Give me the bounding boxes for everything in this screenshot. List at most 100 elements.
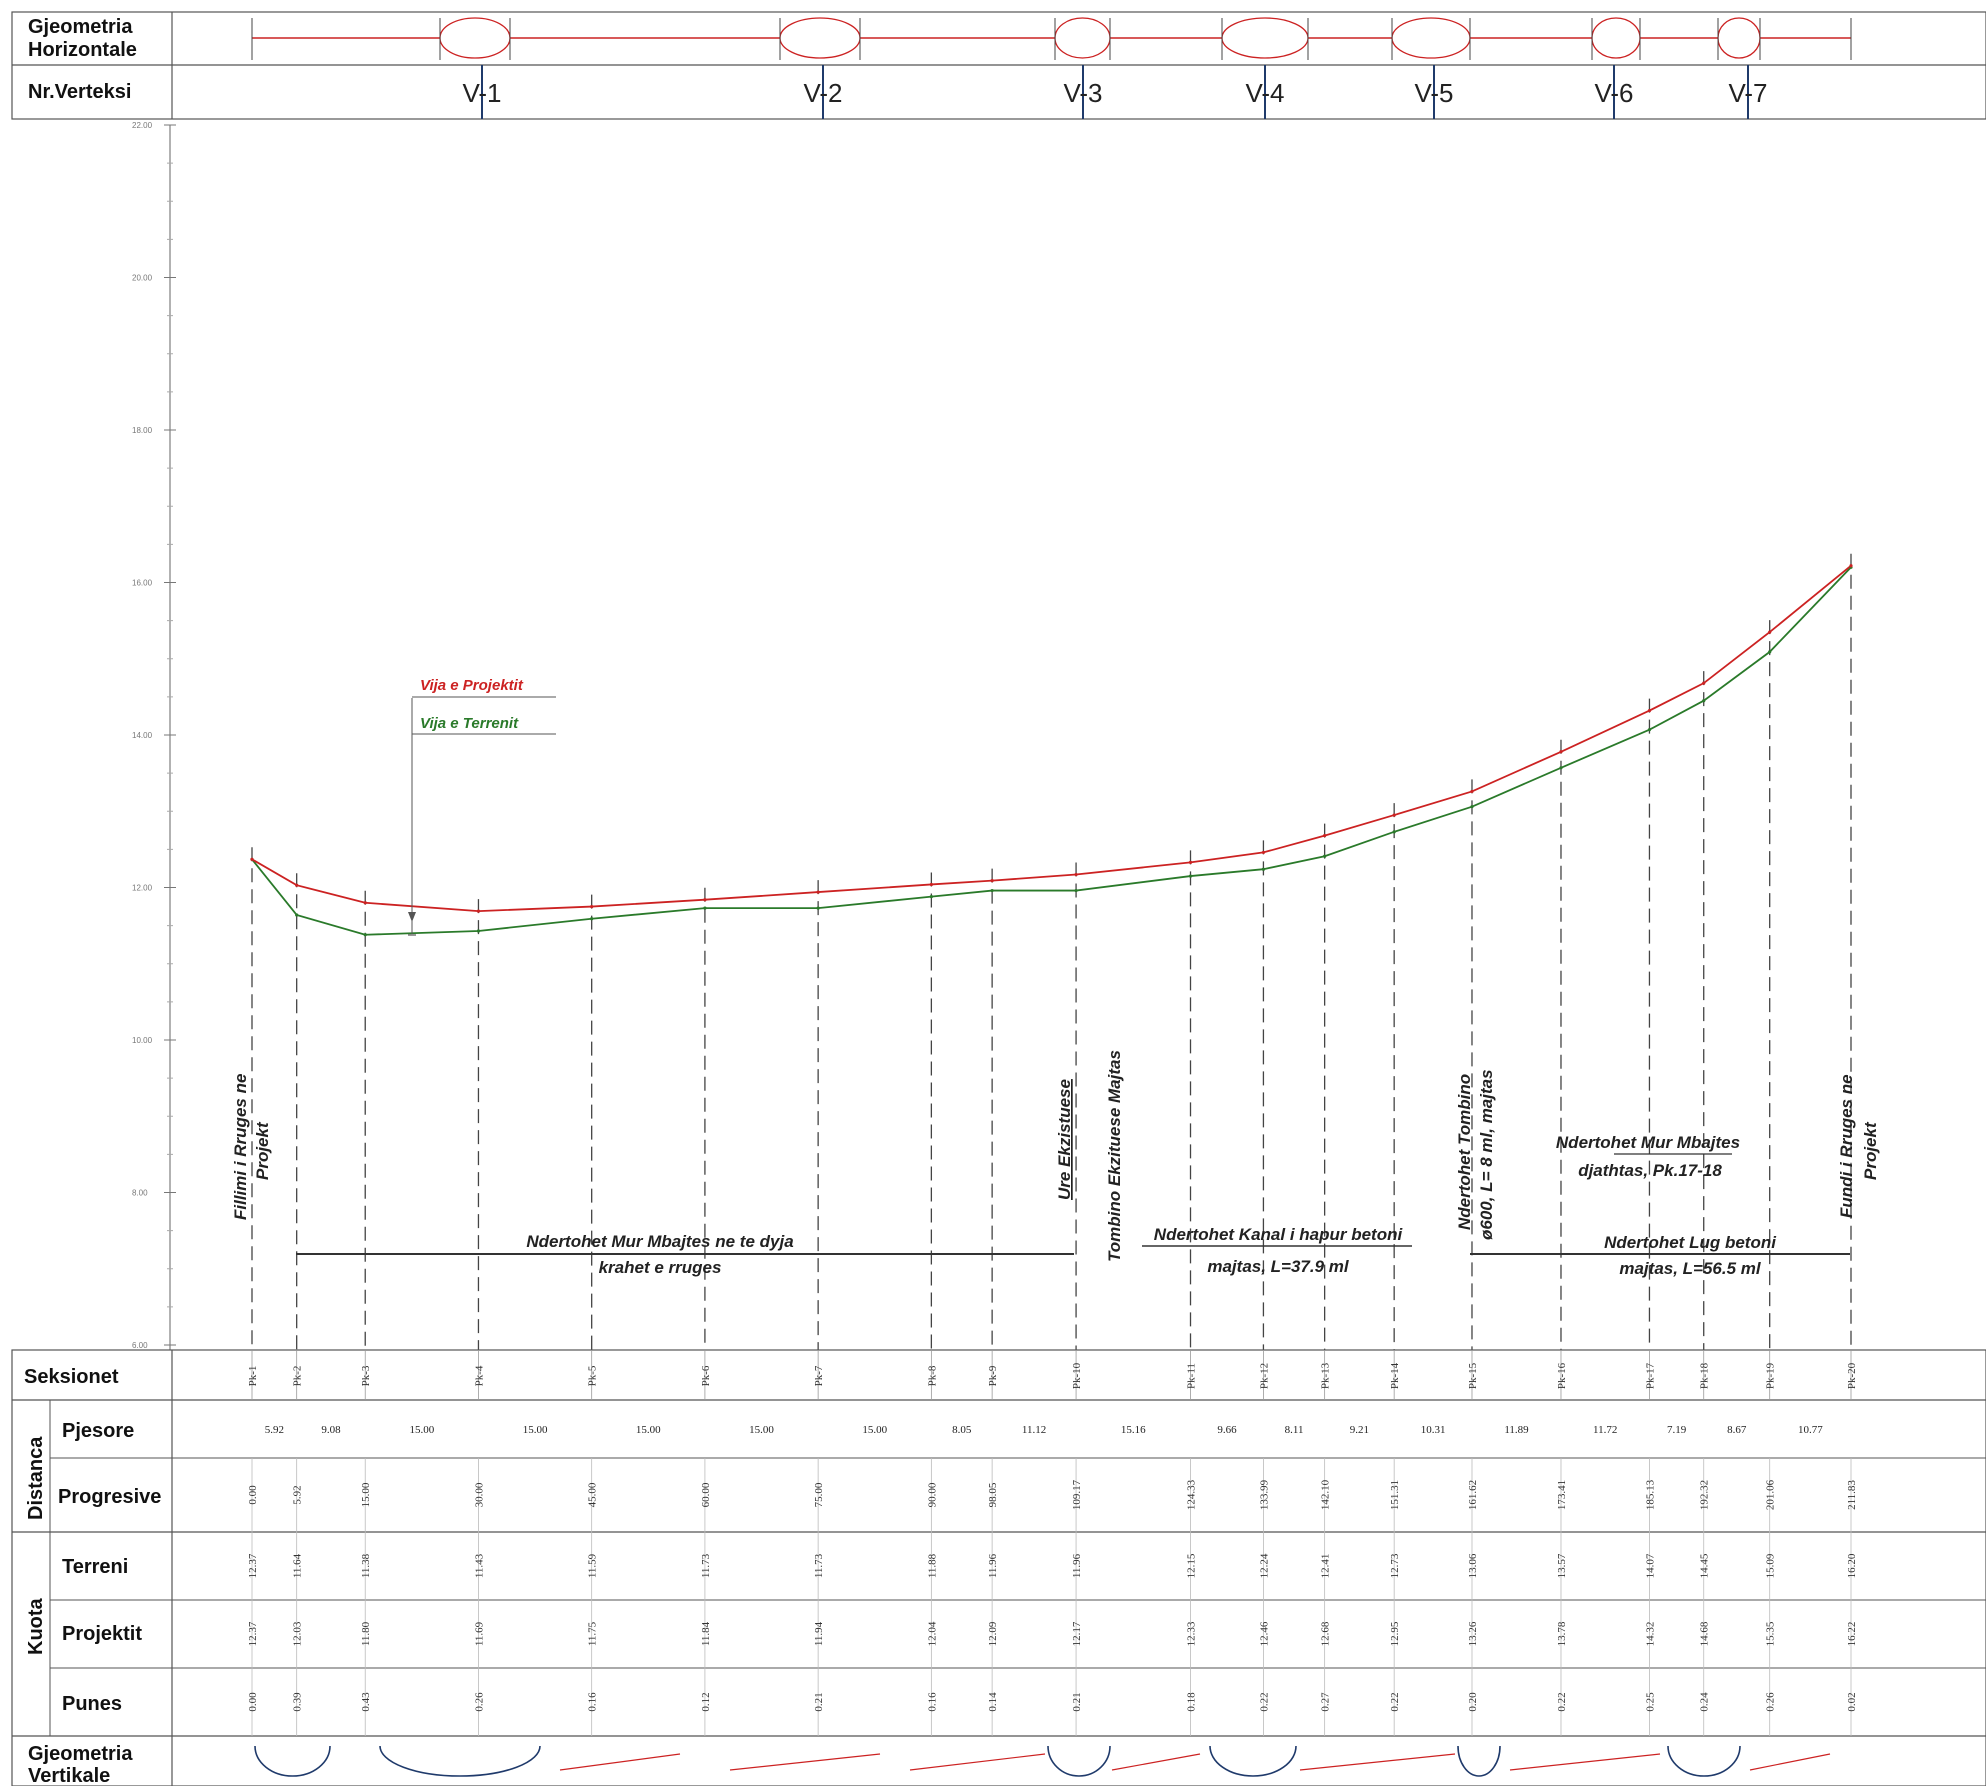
terreni-value: 12.41 bbox=[1320, 1554, 1332, 1579]
terreni-value: 12.15 bbox=[1186, 1553, 1198, 1578]
terreni-value: 16.20 bbox=[1846, 1553, 1858, 1578]
vertex-label: V-7 bbox=[1728, 78, 1767, 108]
projektit-value: 12.04 bbox=[926, 1621, 938, 1646]
header-gjeometria-horizontale-2: Horizontale bbox=[28, 39, 137, 61]
terreni-value: 11.64 bbox=[292, 1553, 304, 1578]
header-distanca: Distanca bbox=[25, 1436, 47, 1520]
project-line-series bbox=[251, 565, 1852, 913]
pjesore-value: 15.00 bbox=[749, 1424, 774, 1436]
horizontal-curve bbox=[1221, 17, 1309, 59]
y-tick-label: 18.00 bbox=[132, 426, 153, 435]
vertex-label: V-6 bbox=[1594, 78, 1633, 108]
progresive-value: 75.00 bbox=[813, 1482, 825, 1507]
vertex-label: V-1 bbox=[462, 78, 501, 108]
terreni-value: 11.73 bbox=[813, 1553, 825, 1578]
horizontal-geometry-band: Gjeometria Horizontale Nr.Verteksi V-1 V-… bbox=[11, 11, 1986, 120]
terrain-point bbox=[1074, 888, 1078, 893]
section-label: Pk-8 bbox=[926, 1365, 938, 1386]
note-start-1: Fillimi i Rruges ne bbox=[231, 1074, 250, 1220]
project-point bbox=[1074, 872, 1078, 877]
vertex-label: V-4 bbox=[1245, 78, 1284, 108]
section-label: Pk-11 bbox=[1186, 1363, 1198, 1389]
punes-value: 0.02 bbox=[1846, 1692, 1858, 1711]
section-label: Pk-18 bbox=[1699, 1362, 1711, 1389]
punes-value: 0.25 bbox=[1644, 1692, 1656, 1712]
horizontal-curve bbox=[439, 17, 511, 59]
vertical-curve bbox=[1209, 1745, 1297, 1777]
section-label: Pk-15 bbox=[1467, 1362, 1479, 1389]
terreni-value: 11.88 bbox=[926, 1553, 938, 1578]
project-point bbox=[1470, 789, 1474, 794]
terreni-value: 11.73 bbox=[700, 1553, 712, 1578]
y-tick-label: 14.00 bbox=[132, 731, 153, 740]
progresive-value: 5.92 bbox=[292, 1485, 304, 1504]
terreni-value: 14.45 bbox=[1699, 1553, 1711, 1578]
terrain-point bbox=[1647, 728, 1652, 732]
annotations: Fillimi i Rruges ne Projekt Ure Ekzistue… bbox=[231, 1050, 1880, 1278]
vertical-grade-line bbox=[1111, 1753, 1201, 1771]
section-label: Pk-3 bbox=[360, 1365, 372, 1386]
project-point bbox=[250, 857, 254, 861]
project-point bbox=[1849, 564, 1853, 568]
section-label: Pk-6 bbox=[700, 1365, 712, 1386]
terreni-value: 11.43 bbox=[473, 1553, 485, 1578]
terrain-point bbox=[1702, 699, 1706, 703]
project-point bbox=[1188, 860, 1193, 864]
elevation-axis-ticks: 6.00 8.00 10.00 12.00 14.00 16.00 18.00 20.00 22… bbox=[132, 121, 176, 1350]
header-pjesore: Pjesore bbox=[62, 1420, 134, 1442]
vertex-label: V-2 bbox=[803, 78, 842, 108]
legend-terrain-line: Vija e Terrenit bbox=[420, 715, 519, 732]
data-table: Seksionet Distanca Pjesore Progresive Ku… bbox=[11, 1349, 1986, 1786]
section-label: Pk-9 bbox=[987, 1365, 999, 1386]
project-point bbox=[929, 882, 933, 887]
project-point bbox=[1261, 850, 1266, 855]
project-point bbox=[1768, 630, 1772, 634]
y-tick-label: 16.00 bbox=[132, 579, 153, 588]
terreni-value: 11.96 bbox=[987, 1553, 999, 1578]
header-kuota: Kuota bbox=[25, 1597, 47, 1655]
progresive-value: 109.17 bbox=[1071, 1479, 1083, 1510]
terreni-value: 11.38 bbox=[360, 1553, 372, 1578]
terrain-point bbox=[1392, 830, 1396, 834]
terrain-point bbox=[1559, 766, 1563, 770]
terreni-value: 13.06 bbox=[1467, 1553, 1479, 1578]
horizontal-curve bbox=[1391, 17, 1471, 59]
progresive-value: 192.32 bbox=[1699, 1480, 1711, 1510]
section-label: Pk-13 bbox=[1320, 1362, 1332, 1389]
vertical-grade-line bbox=[559, 1753, 681, 1771]
note-wall-right-1: Ndertohet Mur Mbajtes bbox=[1556, 1133, 1740, 1152]
pjesore-value: 8.67 bbox=[1727, 1424, 1747, 1436]
projektit-value: 13.26 bbox=[1467, 1621, 1479, 1646]
terrain-point bbox=[363, 933, 367, 937]
legend: Vija e Projektit Vija e Terrenit bbox=[408, 677, 556, 936]
project-point bbox=[295, 883, 299, 887]
profile-plot: 6.00 8.00 10.00 12.00 14.00 16.00 18.00 20.00 22… bbox=[132, 121, 1853, 1350]
progresive-value: 133.99 bbox=[1258, 1479, 1270, 1510]
section-label: Pk-1 bbox=[247, 1366, 259, 1387]
punes-value: 0.24 bbox=[1699, 1692, 1711, 1712]
progresive-value: 124.33 bbox=[1186, 1479, 1198, 1510]
note-tombino-left: Tombino Ekzituese Majtas bbox=[1105, 1050, 1124, 1262]
punes-value: 0.22 bbox=[1556, 1692, 1568, 1711]
punes-value: 0.22 bbox=[1389, 1692, 1401, 1711]
progresive-value: 15.00 bbox=[360, 1482, 372, 1507]
vertex-label: V-5 bbox=[1414, 78, 1453, 108]
vertical-grade-line bbox=[1749, 1753, 1831, 1771]
project-point bbox=[816, 890, 820, 894]
pjesore-value: 10.31 bbox=[1421, 1424, 1446, 1436]
note-lug-1: Ndertohet Lug betoni bbox=[1604, 1233, 1777, 1252]
progresive-value: 30.00 bbox=[473, 1482, 485, 1507]
projektit-value: 11.94 bbox=[813, 1621, 825, 1646]
project-point bbox=[590, 904, 594, 909]
header-punes: Punes bbox=[62, 1693, 122, 1715]
progresive-value: 0.00 bbox=[247, 1485, 259, 1505]
terreni-value: 14.07 bbox=[1644, 1553, 1656, 1578]
project-point bbox=[1323, 834, 1327, 838]
terreni-value: 12.24 bbox=[1258, 1553, 1270, 1578]
punes-value: 0.26 bbox=[1765, 1692, 1777, 1712]
vertical-curve bbox=[1667, 1745, 1741, 1777]
vertical-grade-line bbox=[1299, 1753, 1456, 1771]
progresive-value: 142.10 bbox=[1320, 1479, 1332, 1510]
pjesore-value: 10.77 bbox=[1798, 1424, 1823, 1436]
pjesore-value: 11.72 bbox=[1593, 1424, 1617, 1436]
